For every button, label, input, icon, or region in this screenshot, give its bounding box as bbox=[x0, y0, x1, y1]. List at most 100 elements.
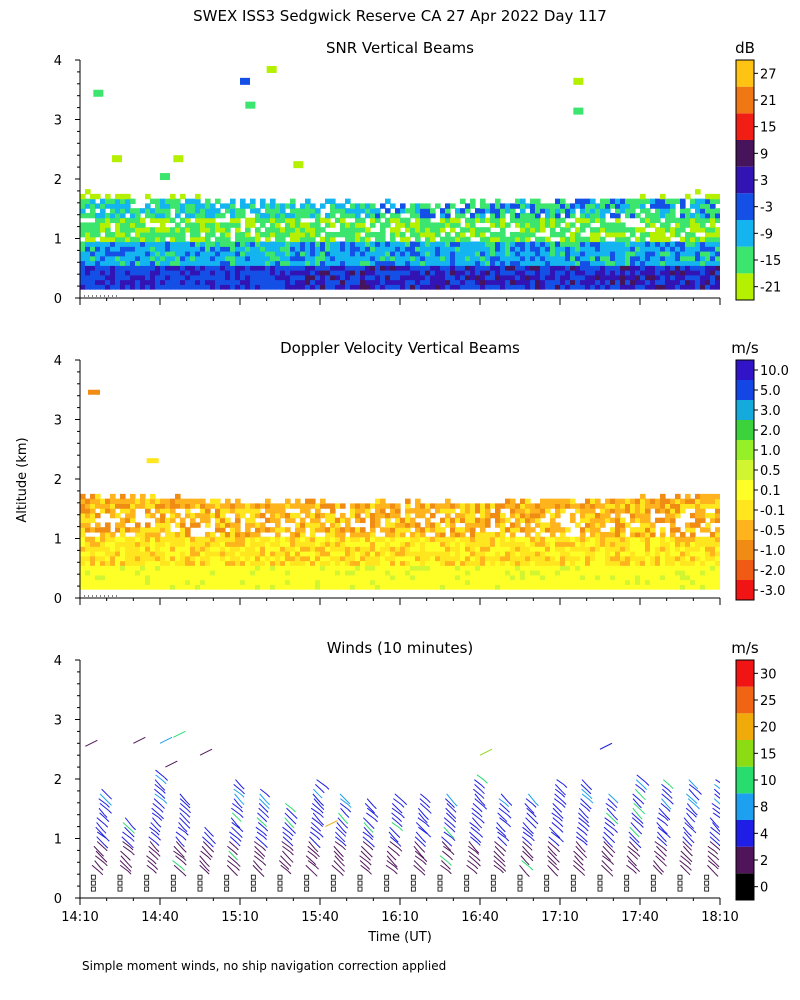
snr-cell bbox=[340, 270, 346, 276]
snr-cell bbox=[230, 279, 236, 285]
velocity-cell bbox=[395, 560, 401, 566]
snr-cell bbox=[320, 270, 326, 276]
snr-cell bbox=[225, 274, 231, 281]
snr-cell bbox=[525, 217, 531, 224]
velocity-cell bbox=[540, 498, 546, 504]
colorbar-swatch bbox=[736, 440, 754, 460]
snr-cell bbox=[585, 270, 591, 276]
velocity-cell bbox=[225, 584, 231, 590]
snr-cell bbox=[515, 279, 521, 285]
velocity-cell bbox=[495, 536, 501, 543]
snr-cell bbox=[105, 212, 111, 219]
velocity-cell bbox=[715, 579, 720, 585]
snr-cell bbox=[340, 260, 346, 266]
velocity-cell bbox=[630, 546, 636, 552]
velocity-cell bbox=[350, 555, 356, 562]
snr-cell bbox=[520, 246, 526, 252]
calm-marker bbox=[410, 880, 416, 886]
snr-cell bbox=[640, 236, 646, 243]
snr-cell bbox=[210, 284, 216, 290]
snr-cell bbox=[110, 274, 116, 281]
snr-cell bbox=[575, 250, 581, 257]
wind-barb bbox=[307, 850, 315, 857]
colorbar-label: 3.0 bbox=[760, 404, 781, 419]
snr-cell bbox=[590, 208, 596, 214]
snr-cell bbox=[335, 265, 341, 271]
snr-cell bbox=[560, 284, 566, 290]
velocity-cell bbox=[590, 565, 596, 571]
velocity-cell bbox=[215, 546, 221, 552]
velocity-cell bbox=[215, 536, 221, 543]
snr-cell bbox=[150, 284, 156, 290]
snr-cell bbox=[550, 284, 556, 290]
wind-barb-flag bbox=[164, 777, 168, 781]
velocity-cell bbox=[395, 565, 401, 571]
snr-cell bbox=[710, 222, 716, 228]
velocity-cell bbox=[595, 555, 601, 562]
velocity-cell bbox=[335, 574, 341, 581]
calm-marker bbox=[144, 886, 150, 892]
snr-cell bbox=[510, 265, 516, 271]
velocity-cell bbox=[360, 503, 366, 509]
velocity-cell bbox=[190, 584, 196, 590]
wind-barb-flag bbox=[100, 852, 104, 857]
velocity-cell bbox=[710, 517, 716, 524]
snr-cell bbox=[260, 203, 266, 209]
wind-barb bbox=[233, 788, 242, 795]
velocity-cell bbox=[640, 527, 646, 533]
snr-cell bbox=[700, 250, 706, 257]
snr-cell bbox=[490, 217, 496, 224]
wind-barb-flag bbox=[422, 843, 426, 847]
velocity-cell bbox=[105, 565, 111, 571]
velocity-cell bbox=[595, 531, 601, 538]
velocity-cell bbox=[190, 541, 196, 547]
snr-cell bbox=[130, 270, 136, 276]
velocity-cell bbox=[225, 517, 231, 524]
snr-cell bbox=[610, 227, 616, 233]
snr-cell bbox=[605, 241, 611, 247]
snr-cell bbox=[440, 241, 446, 247]
snr-cell bbox=[345, 270, 351, 276]
snr-cell bbox=[590, 227, 596, 233]
snr-cell bbox=[415, 255, 421, 262]
snr-cell bbox=[490, 270, 496, 276]
wind-barb bbox=[420, 793, 428, 801]
snr-cell bbox=[535, 236, 541, 243]
wind-barb bbox=[98, 798, 107, 805]
snr-cell bbox=[170, 260, 176, 266]
velocity-cell bbox=[415, 574, 421, 581]
velocity-cell bbox=[690, 527, 696, 533]
snr-cell bbox=[305, 236, 311, 243]
snr-cell bbox=[185, 265, 191, 271]
velocity-cell bbox=[425, 517, 431, 524]
snr-cell bbox=[630, 246, 636, 252]
velocity-cell bbox=[360, 565, 366, 571]
snr-cell bbox=[495, 250, 501, 257]
snr-cell bbox=[195, 250, 201, 257]
velocity-cell bbox=[325, 503, 331, 509]
velocity-cell bbox=[490, 560, 496, 566]
snr-cell bbox=[295, 270, 301, 276]
velocity-cell bbox=[160, 512, 166, 519]
colorbar-swatch bbox=[736, 86, 754, 114]
snr-cell bbox=[675, 241, 681, 247]
velocity-cell bbox=[655, 508, 661, 514]
wind-barb-flag bbox=[347, 804, 352, 808]
velocity-cell bbox=[690, 503, 696, 509]
snr-cell bbox=[320, 236, 326, 243]
velocity-cell bbox=[650, 550, 656, 557]
snr-cell bbox=[700, 198, 706, 204]
snr-cell bbox=[325, 222, 331, 228]
wind-barb-flag bbox=[263, 836, 267, 841]
velocity-cell bbox=[85, 536, 91, 543]
velocity-cell bbox=[565, 546, 571, 552]
wind-barb bbox=[202, 836, 211, 845]
velocity-cell bbox=[555, 584, 561, 590]
wind-barb bbox=[148, 836, 157, 844]
snr-cell bbox=[290, 274, 296, 281]
snr-cell bbox=[180, 217, 186, 224]
snr-cell bbox=[385, 208, 391, 214]
wind-barb bbox=[151, 812, 160, 818]
snr-cell bbox=[695, 212, 701, 219]
velocity-cell bbox=[175, 584, 181, 590]
